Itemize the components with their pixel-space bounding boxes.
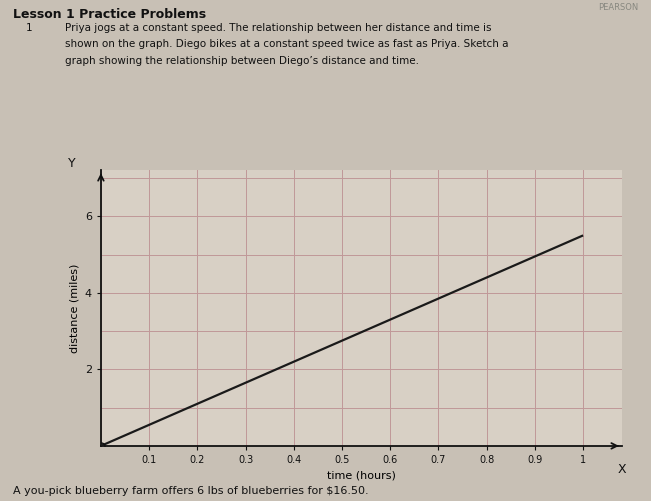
Text: Priya jogs at a constant speed. The relationship between her distance and time i: Priya jogs at a constant speed. The rela…: [65, 23, 492, 33]
X-axis label: time (hours): time (hours): [327, 470, 396, 480]
Text: 1: 1: [26, 23, 33, 33]
Text: Y: Y: [68, 157, 76, 170]
Text: X: X: [617, 463, 626, 476]
Text: PEARSON: PEARSON: [598, 3, 638, 12]
Text: Lesson 1 Practice Problems: Lesson 1 Practice Problems: [13, 8, 206, 21]
Text: shown on the graph. Diego bikes at a constant speed twice as fast as Priya. Sket: shown on the graph. Diego bikes at a con…: [65, 39, 508, 49]
Text: A you-pick blueberry farm offers 6 lbs of blueberries for $16.50.: A you-pick blueberry farm offers 6 lbs o…: [13, 486, 368, 496]
Text: graph showing the relationship between Diego’s distance and time.: graph showing the relationship between D…: [65, 56, 419, 66]
Y-axis label: distance (miles): distance (miles): [69, 264, 79, 353]
